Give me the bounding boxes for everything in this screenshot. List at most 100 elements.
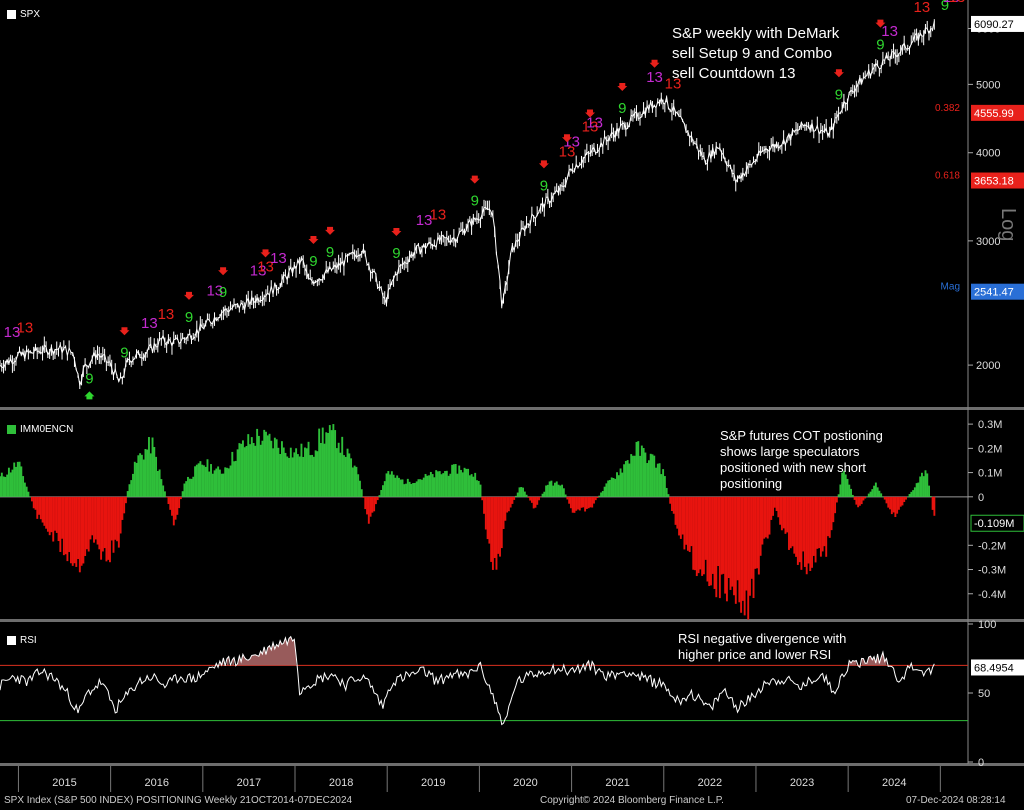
cot-weekly-bar bbox=[575, 496, 578, 511]
cot-weekly-bar bbox=[463, 467, 466, 497]
cot-weekly-bar bbox=[222, 473, 225, 497]
cot-weekly-bar bbox=[922, 476, 925, 497]
cot-weekly-bar bbox=[766, 496, 769, 539]
cot-weekly-bar bbox=[360, 489, 363, 497]
cot-weekly-bar bbox=[655, 467, 657, 497]
cot-weekly-bar bbox=[566, 496, 569, 500]
cot-weekly-bar bbox=[474, 472, 477, 497]
cot-weekly-bar bbox=[117, 496, 120, 548]
demark-setup-9: 9 bbox=[85, 370, 93, 387]
cot-weekly-bar bbox=[580, 496, 583, 508]
cot-weekly-bar bbox=[701, 496, 704, 576]
cot-tick-label: -0.2M bbox=[978, 540, 1006, 552]
cot-weekly-bar bbox=[534, 496, 537, 508]
cot-weekly-bar bbox=[415, 481, 418, 497]
cot-weekly-bar bbox=[890, 496, 893, 515]
rsi-annotation: RSI negative divergence with higher pric… bbox=[678, 631, 846, 663]
cot-weekly-bar bbox=[337, 442, 340, 497]
sell-arrow-icon bbox=[308, 236, 319, 245]
cot-weekly-bar bbox=[486, 496, 489, 540]
cot-weekly-bar bbox=[266, 435, 269, 497]
cot-weekly-bar bbox=[834, 496, 837, 514]
buy-arrow-icon bbox=[84, 391, 95, 400]
sell-arrow-icon bbox=[833, 69, 844, 78]
cot-weekly-bar bbox=[374, 496, 377, 505]
cot-weekly-bar bbox=[18, 461, 21, 497]
cot-weekly-bar bbox=[449, 473, 452, 497]
cot-weekly-bar bbox=[862, 496, 865, 501]
cot-weekly-bar bbox=[220, 473, 223, 497]
cot-weekly-bar bbox=[62, 496, 65, 556]
cot-weekly-bar bbox=[630, 454, 633, 497]
x-year-label: 2021 bbox=[605, 777, 629, 789]
cot-weekly-bar bbox=[483, 496, 485, 514]
demark-countdown-13: 13 bbox=[949, 0, 966, 6]
cot-weekly-bar bbox=[438, 471, 441, 497]
cot-weekly-bar bbox=[334, 430, 337, 497]
cot-weekly-bar bbox=[9, 472, 12, 497]
cot-weekly-bar bbox=[93, 496, 95, 543]
cot-weekly-bar bbox=[772, 496, 774, 516]
cot-weekly-bar bbox=[254, 445, 257, 497]
x-year-label: 2023 bbox=[790, 777, 814, 789]
cot-weekly-bar bbox=[798, 496, 801, 563]
cot-weekly-bar bbox=[126, 491, 129, 497]
cot-weekly-bar bbox=[842, 470, 845, 497]
cot-weekly-bar bbox=[447, 475, 450, 497]
cot-weekly-bar bbox=[465, 468, 468, 497]
sell-arrow-icon bbox=[218, 267, 229, 276]
cot-weekly-bar bbox=[7, 467, 10, 497]
x-year-label: 2017 bbox=[237, 777, 261, 789]
price-tag bbox=[971, 15, 1024, 32]
cot-weekly-bar bbox=[883, 496, 886, 500]
cot-weekly-bar bbox=[468, 475, 471, 497]
cot-weekly-bar bbox=[139, 453, 142, 497]
cot-weekly-bar bbox=[94, 496, 97, 540]
cot-weekly-bar bbox=[23, 482, 26, 497]
cot-weekly-bar bbox=[121, 496, 124, 520]
cot-weekly-bar bbox=[390, 471, 393, 497]
cot-weekly-bar bbox=[201, 464, 204, 497]
cot-weekly-bar bbox=[185, 481, 188, 497]
demark-countdown-13: 13 bbox=[646, 69, 663, 86]
cot-weekly-bar bbox=[882, 496, 884, 498]
cot-weekly-bar bbox=[124, 496, 127, 504]
sell-arrow-icon bbox=[875, 19, 886, 28]
cot-weekly-bar bbox=[272, 448, 275, 497]
cot-weekly-bar bbox=[747, 496, 750, 620]
cot-weekly-bar bbox=[690, 496, 693, 547]
cot-weekly-bar bbox=[523, 491, 526, 497]
cot-weekly-bar bbox=[681, 496, 684, 535]
cot-weekly-bar bbox=[734, 496, 737, 604]
cot-weekly-bar bbox=[908, 493, 911, 497]
cot-tick-label: 0.1M bbox=[978, 468, 1002, 480]
footer-security: SPX Index (S&P 500 INDEX) POSITIONING We… bbox=[4, 795, 353, 806]
cot-weekly-bar bbox=[417, 479, 420, 497]
cot-weekly-bar bbox=[110, 496, 113, 541]
cot-weekly-bar bbox=[830, 496, 833, 531]
cot-weekly-bar bbox=[729, 496, 732, 590]
cot-weekly-bar bbox=[355, 466, 358, 497]
cot-weekly-bar bbox=[647, 460, 650, 497]
cot-weekly-bar bbox=[933, 496, 936, 516]
sell-arrow-icon bbox=[561, 134, 572, 143]
cot-weekly-bar bbox=[252, 443, 255, 497]
cot-weekly-bar bbox=[899, 496, 902, 507]
sell-arrow-icon bbox=[260, 249, 271, 258]
cot-weekly-bar bbox=[85, 496, 88, 550]
demark-setup-9: 9 bbox=[835, 86, 843, 103]
cot-weekly-bar bbox=[561, 484, 564, 497]
cot-weekly-bar bbox=[500, 496, 503, 549]
cot-weekly-bar bbox=[802, 496, 805, 552]
cot-weekly-bar bbox=[376, 496, 379, 501]
cot-weekly-bar bbox=[476, 480, 478, 497]
demark-setup-9: 9 bbox=[471, 193, 479, 210]
cot-weekly-bar bbox=[796, 496, 799, 565]
cot-last-tag-label: -0.109M bbox=[974, 518, 1014, 530]
cot-weekly-bar bbox=[706, 496, 709, 582]
cot-weekly-bar bbox=[754, 496, 757, 569]
cot-weekly-bar bbox=[851, 494, 854, 497]
cot-weekly-bar bbox=[878, 490, 881, 497]
cot-weekly-bar bbox=[669, 496, 672, 504]
fib-level-label: 0.382 bbox=[935, 103, 960, 114]
